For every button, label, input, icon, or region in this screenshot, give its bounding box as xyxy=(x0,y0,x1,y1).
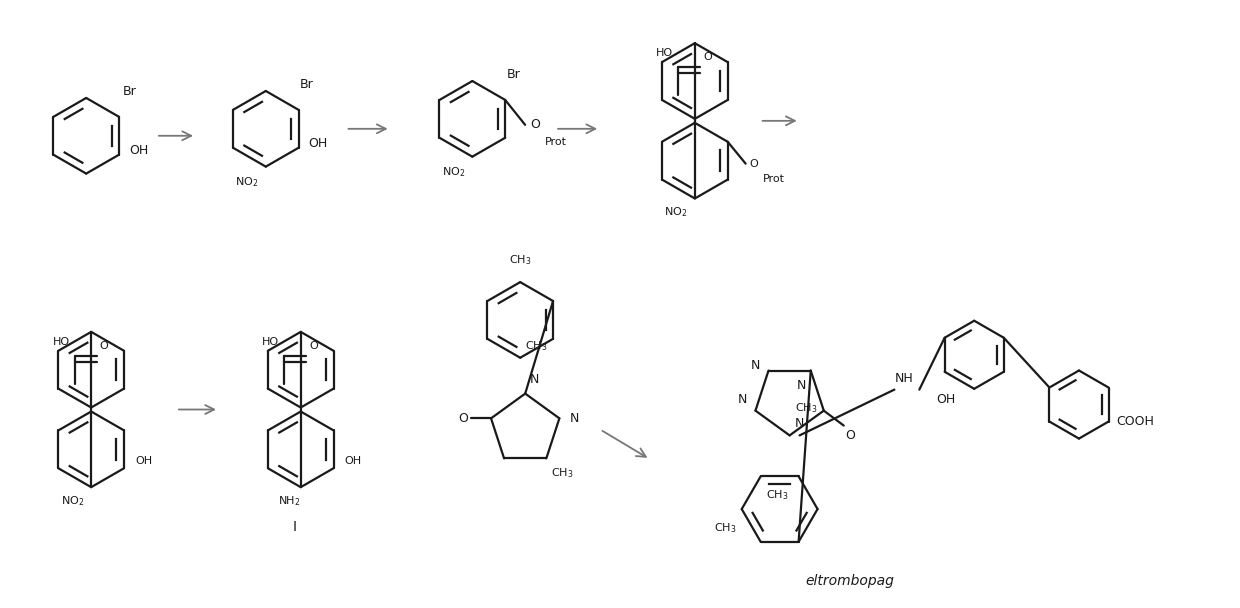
Text: OH: OH xyxy=(345,456,362,466)
Text: O: O xyxy=(99,341,108,351)
Text: N: N xyxy=(796,379,806,392)
Text: NH$_2$: NH$_2$ xyxy=(278,494,300,508)
Text: OH: OH xyxy=(936,393,955,406)
Text: HO: HO xyxy=(52,337,69,347)
Text: CH$_3$: CH$_3$ xyxy=(526,339,548,353)
Text: CH$_3$: CH$_3$ xyxy=(765,488,789,502)
Text: O: O xyxy=(846,429,856,441)
Text: O: O xyxy=(309,341,317,351)
Text: CH$_3$: CH$_3$ xyxy=(552,466,574,480)
Text: CH$_3$: CH$_3$ xyxy=(714,521,737,535)
Text: O: O xyxy=(531,119,539,131)
Text: O: O xyxy=(750,159,759,168)
Text: NO$_2$: NO$_2$ xyxy=(61,494,84,508)
Text: CH$_3$: CH$_3$ xyxy=(795,402,817,415)
Text: O: O xyxy=(703,52,712,62)
Text: N: N xyxy=(738,393,748,406)
Text: Prot: Prot xyxy=(763,174,785,184)
Text: OH: OH xyxy=(309,137,327,150)
Text: N: N xyxy=(795,418,804,430)
Text: CH$_3$: CH$_3$ xyxy=(508,254,532,267)
Text: NH: NH xyxy=(894,371,913,385)
Text: Br: Br xyxy=(300,78,314,91)
Text: Prot: Prot xyxy=(546,137,567,147)
Text: NO$_2$: NO$_2$ xyxy=(665,206,687,219)
Text: COOH: COOH xyxy=(1116,415,1154,428)
Text: I: I xyxy=(293,520,296,534)
Text: HO: HO xyxy=(262,337,279,347)
Text: N: N xyxy=(751,359,760,372)
Text: HO: HO xyxy=(656,48,673,58)
Text: OH: OH xyxy=(129,144,149,157)
Text: eltrombopag: eltrombopag xyxy=(805,574,894,588)
Text: NO$_2$: NO$_2$ xyxy=(236,176,258,190)
Text: N: N xyxy=(531,373,539,385)
Text: NO$_2$: NO$_2$ xyxy=(441,166,465,179)
Text: Br: Br xyxy=(506,68,520,81)
Text: OH: OH xyxy=(135,456,153,466)
Text: O: O xyxy=(459,412,469,425)
Text: N: N xyxy=(569,412,579,425)
Text: Br: Br xyxy=(123,85,136,98)
